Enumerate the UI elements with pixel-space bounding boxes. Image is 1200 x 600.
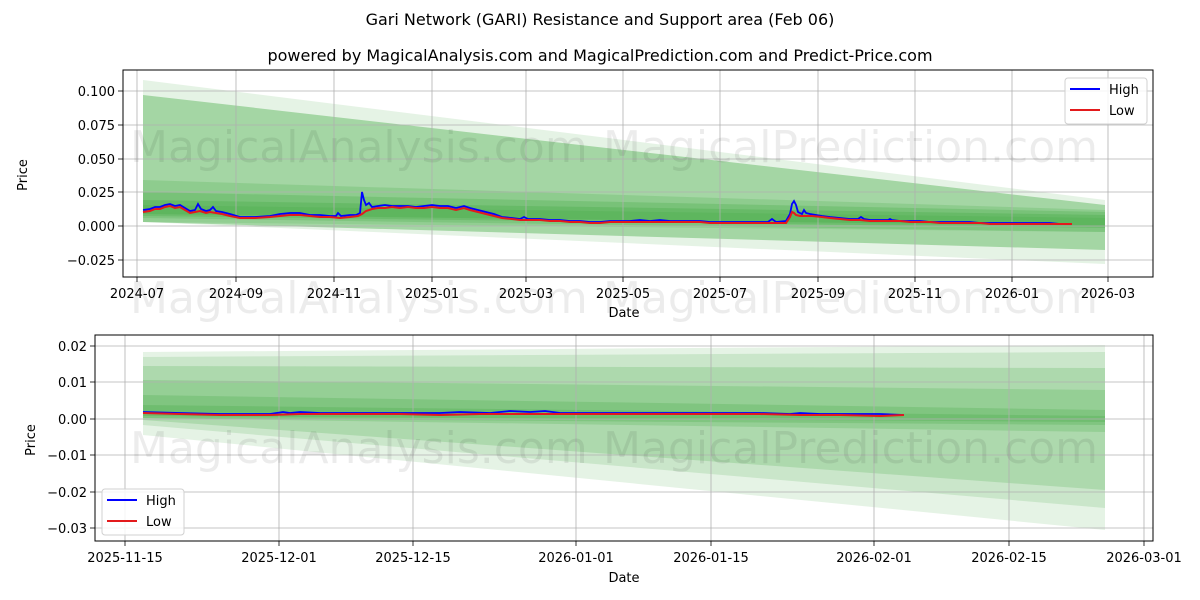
x-tick: 2025-03: [499, 287, 553, 302]
bottom-x-tick-labels: 2025-11-15 2025-12-01 2025-12-15 2026-01…: [87, 551, 1182, 566]
x-tick: 2025-12-01: [241, 551, 317, 566]
x-tick: 2024-11: [307, 287, 361, 302]
legend-low-label: Low: [1109, 104, 1135, 119]
bottom-y-tick-labels: 0.02 0.01 0.00 −0.01 −0.02 −0.03: [47, 340, 87, 537]
x-tick: 2025-11: [888, 287, 942, 302]
x-tick: 2026-01-15: [673, 551, 749, 566]
bottom-low-line: [142, 412, 905, 418]
bottom-legend: High Low: [101, 488, 185, 536]
top-chart: MagicalAnalysis.com MagicalPrediction.co…: [16, 69, 1154, 324]
y-tick: 0.025: [78, 186, 115, 201]
top-low-line: [142, 204, 1072, 225]
watermark-magicalprediction-3: MagicalPrediction.com: [603, 423, 1098, 474]
y-tick: 0.050: [78, 153, 115, 168]
top-x-tick-labels: 2024-07 2024-09 2024-11 2025-01 2025-03 …: [110, 287, 1135, 302]
x-tick: 2024-09: [209, 287, 263, 302]
watermark-magicalprediction: MagicalPrediction.com: [603, 122, 1098, 173]
bottom-band-upper: [143, 366, 1105, 490]
y-tick: 0.000: [78, 220, 115, 235]
bottom-grid: [95, 335, 1153, 541]
y-tick: 0.00: [58, 413, 87, 428]
x-tick: 2025-12-15: [375, 551, 451, 566]
bottom-band-inner: [143, 395, 1105, 425]
top-band-base: [143, 205, 1105, 232]
y-tick: 0.075: [78, 119, 115, 134]
top-axes-frame: [122, 69, 1154, 278]
top-band-upper: [143, 95, 1105, 250]
watermark-magicalanalysis-3: MagicalAnalysis.com: [130, 423, 588, 474]
top-grid: [123, 70, 1153, 277]
legend-low-label: Low: [146, 515, 172, 530]
bottom-bands: [143, 345, 1105, 530]
bottom-band-outer: [143, 345, 1105, 530]
watermark-magicalanalysis-2: MagicalAnalysis.com: [130, 273, 588, 324]
bottom-axes-frame: [94, 334, 1154, 542]
top-band-outer: [143, 80, 1105, 264]
top-legend: High Low: [1064, 77, 1148, 125]
bottom-y-axis-label: Price: [24, 424, 39, 456]
watermark-magicalanalysis: MagicalAnalysis.com: [130, 122, 588, 173]
bottom-high-line: [142, 410, 905, 416]
bottom-chart: MagicalAnalysis.com MagicalPrediction.co…: [24, 334, 1182, 586]
x-tick: 2025-11-15: [87, 551, 163, 566]
top-x-axis-label: Date: [608, 306, 639, 321]
legend-high-label: High: [146, 494, 176, 509]
y-tick: 0.02: [58, 340, 87, 355]
x-tick: 2026-01: [985, 287, 1039, 302]
x-tick: 2025-09: [791, 287, 845, 302]
bottom-band-lower-light: [143, 352, 1105, 508]
top-y-axis-label: Price: [16, 159, 31, 191]
legend-high-label: High: [1109, 83, 1139, 98]
y-tick: 0.100: [78, 85, 115, 100]
watermark-magicalprediction-2: MagicalPrediction.com: [603, 273, 1098, 324]
x-tick: 2024-07: [110, 287, 164, 302]
x-tick: 2025-07: [693, 287, 747, 302]
x-tick: 2026-02-01: [836, 551, 912, 566]
y-tick: −0.03: [47, 522, 87, 537]
x-tick: 2026-03: [1081, 287, 1135, 302]
y-tick: 0.01: [58, 376, 87, 391]
x-tick: 2026-01-01: [538, 551, 614, 566]
top-bands: [143, 80, 1105, 264]
x-tick: 2026-03-01: [1106, 551, 1182, 566]
y-tick: −0.01: [47, 449, 87, 464]
chart-title: Gari Network (GARI) Resistance and Suppo…: [365, 10, 835, 29]
y-tick: −0.02: [47, 486, 87, 501]
x-tick: 2025-05: [596, 287, 650, 302]
y-tick: −0.025: [67, 254, 115, 269]
bottom-x-axis-label: Date: [608, 571, 639, 586]
x-tick: 2025-01: [405, 287, 459, 302]
top-y-tick-labels: 0.100 0.075 0.050 0.025 0.000 −0.025: [67, 85, 115, 269]
chart-subtitle: powered by MagicalAnalysis.com and Magic…: [267, 46, 933, 65]
x-tick: 2026-02-15: [971, 551, 1047, 566]
